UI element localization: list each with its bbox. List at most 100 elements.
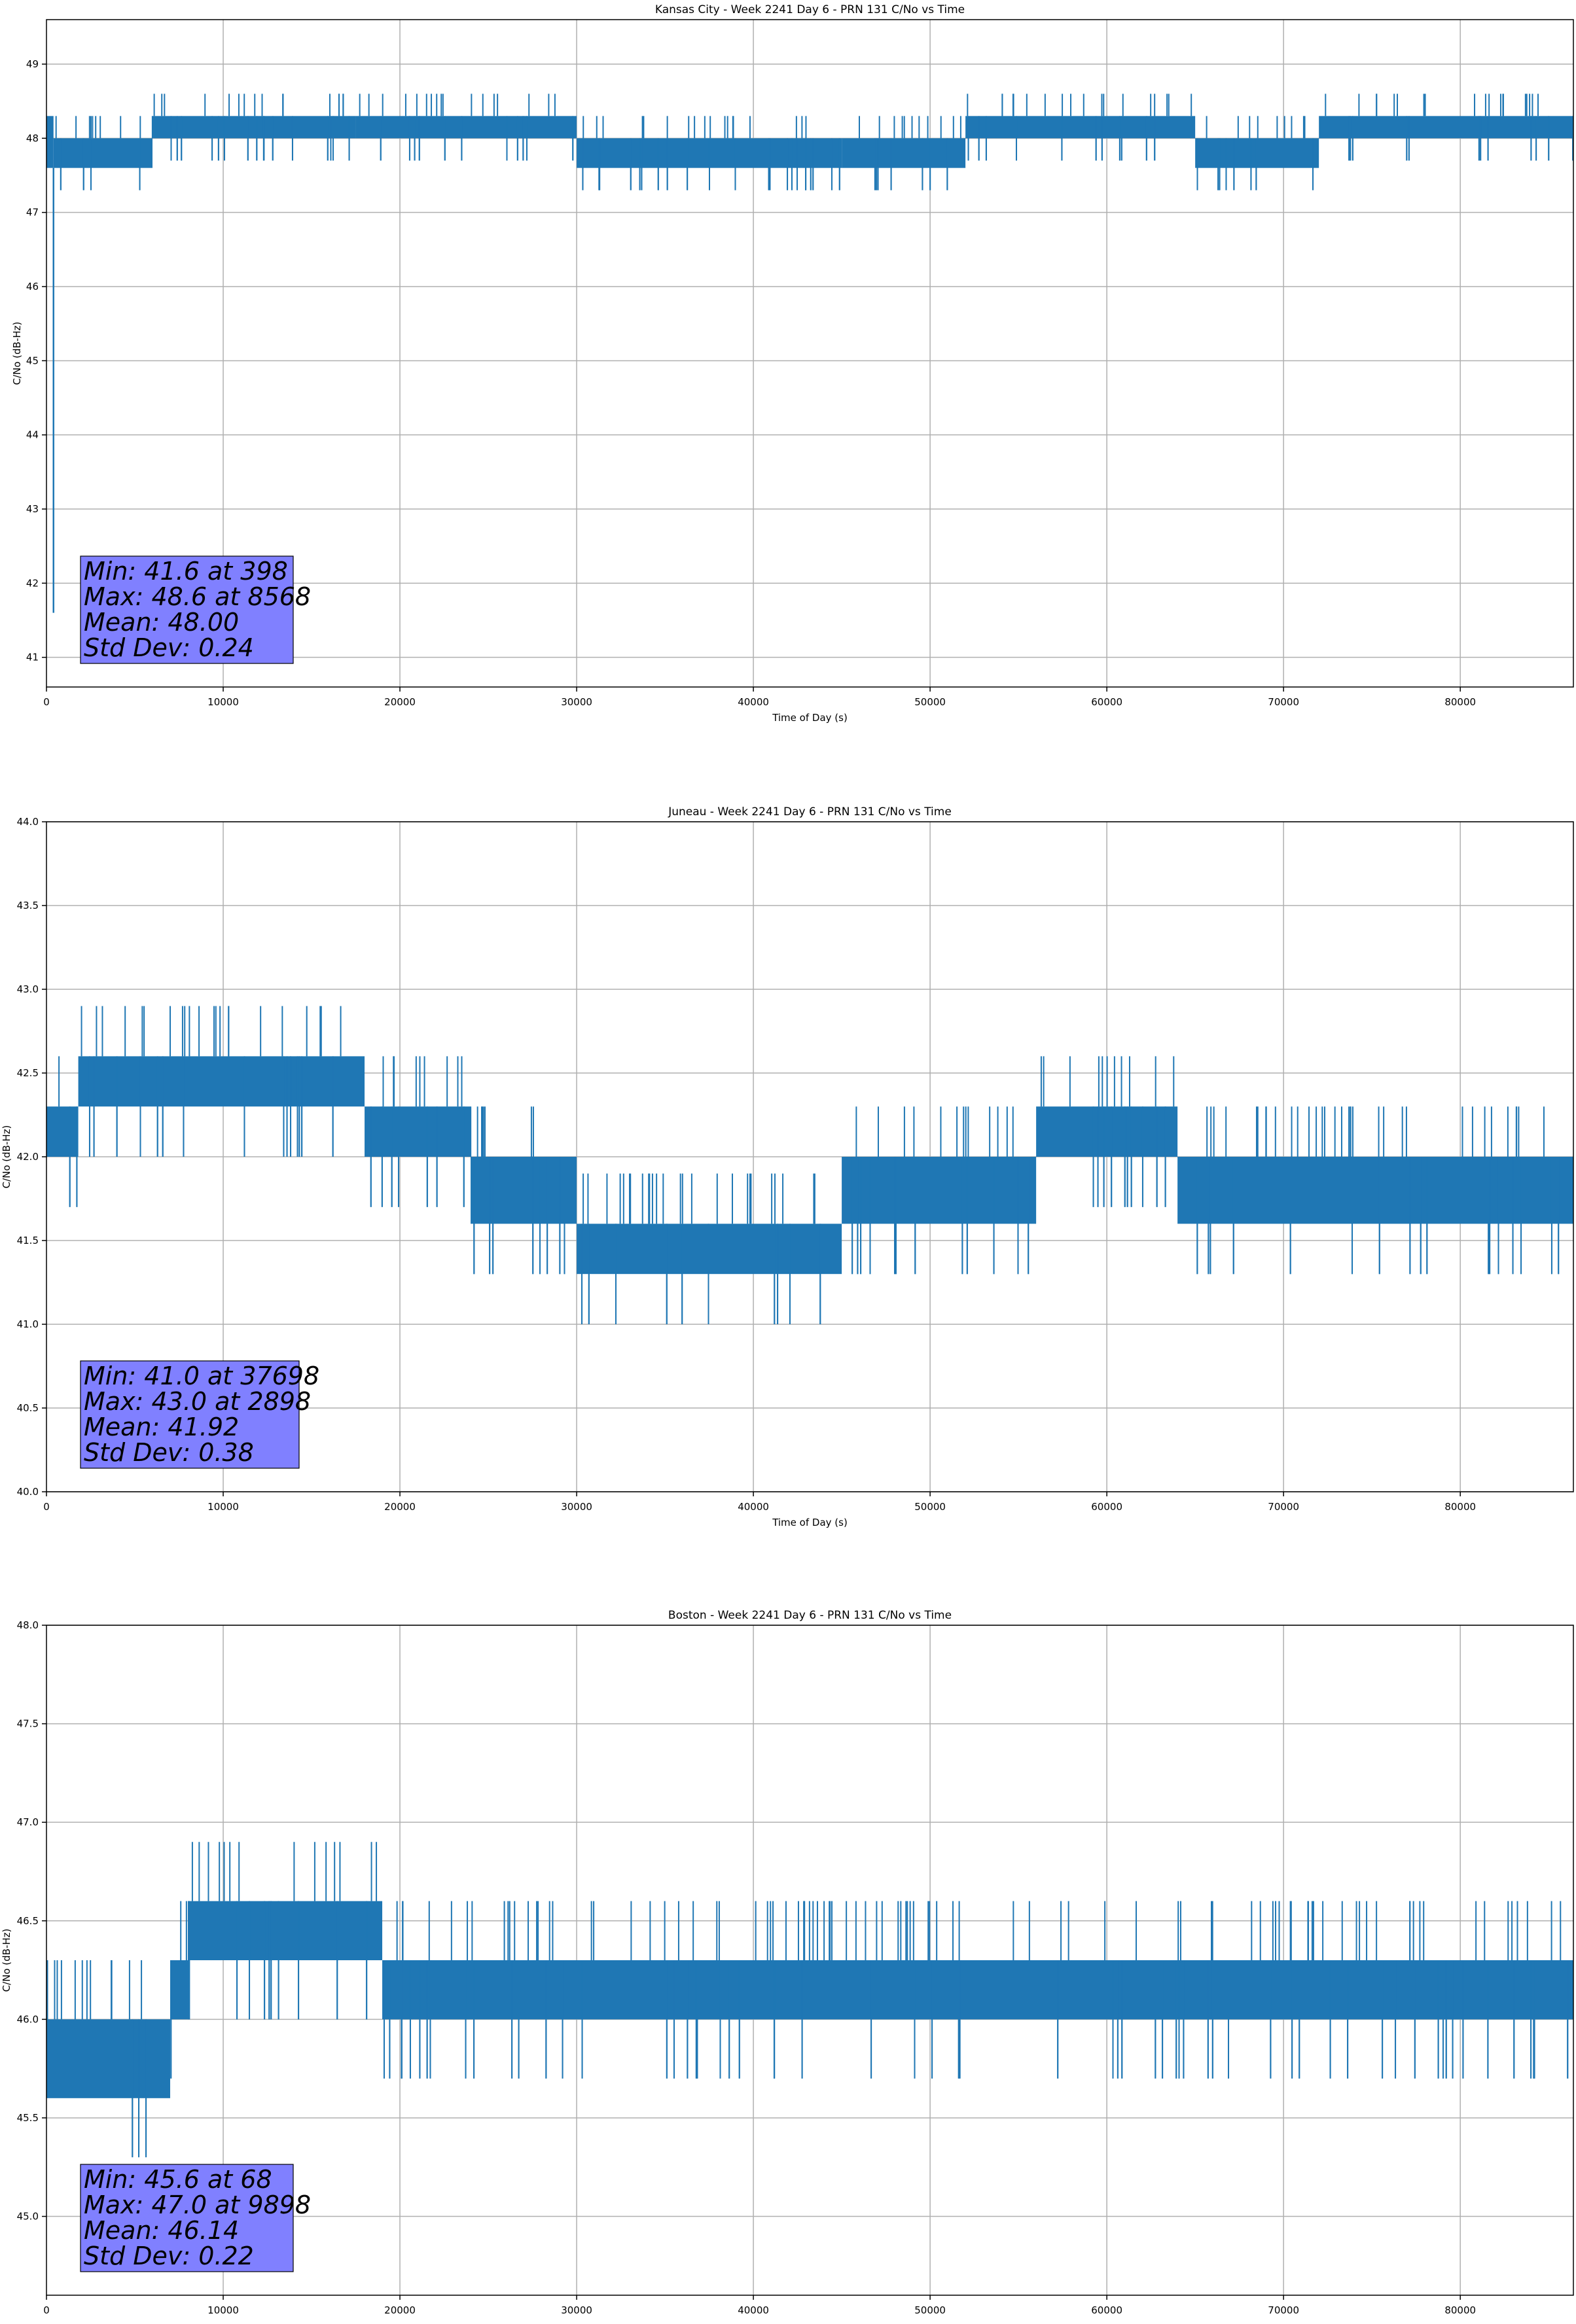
data-band: [53, 138, 153, 168]
stats-box: [80, 2164, 294, 2272]
data-band: [382, 1960, 1574, 2020]
x-tick-label: 40000: [738, 1501, 769, 1513]
data-band: [170, 1960, 188, 2020]
series-cno: [46, 94, 1574, 613]
data-band: [471, 1157, 577, 1224]
x-tick-label: 70000: [1268, 696, 1299, 708]
y-axis-label: C/No (dB-Hz): [11, 322, 23, 385]
series-cno: [46, 1842, 1574, 2158]
data-band: [365, 1106, 471, 1157]
chart-title: Juneau - Week 2241 Day 6 - PRN 131 C/No …: [668, 805, 952, 819]
x-tick-label: 20000: [384, 1501, 416, 1513]
data-band: [78, 1056, 365, 1107]
y-axis-label: C/No (dB-Hz): [1, 1929, 12, 1992]
x-tick-label: 80000: [1444, 2304, 1476, 2316]
x-tick-label: 30000: [561, 2304, 592, 2316]
y-tick-label: 47.0: [17, 1816, 39, 1828]
data-band: [1177, 1157, 1573, 1224]
stats-line: Max: 48.6 at 8568: [84, 582, 311, 611]
y-tick-label: 40.0: [17, 1486, 39, 1498]
data-band: [965, 116, 1196, 139]
x-tick-label: 10000: [207, 696, 239, 708]
y-tick-label: 47: [26, 207, 39, 219]
data-band: [1195, 138, 1319, 168]
y-tick-label: 46.0: [17, 2013, 39, 2025]
series-cno: [46, 1006, 1573, 1324]
y-tick-label: 44.0: [17, 816, 39, 828]
stats-line: Std Dev: 0.24: [84, 633, 254, 662]
x-tick-label: 70000: [1268, 2304, 1299, 2316]
x-axis-label: Time of Day (s): [772, 712, 848, 724]
x-tick-label: 50000: [914, 2304, 946, 2316]
y-tick-label: 41.5: [17, 1235, 39, 1246]
y-tick-label: 48: [26, 132, 39, 144]
data-band: [1036, 1106, 1178, 1157]
y-tick-label: 42: [26, 577, 39, 589]
x-tick-label: 20000: [384, 2304, 416, 2316]
y-tick-label: 40.5: [17, 1402, 39, 1414]
axes-frame: [46, 19, 1574, 688]
y-tick-label: 43.5: [17, 900, 39, 911]
y-axis-label: C/No (dB-Hz): [1, 1125, 12, 1189]
data-band: [842, 138, 966, 168]
stats-line: Min: 41.6 at 398: [84, 557, 288, 586]
subplot-3: 0 10000 20000 30000 40000 50000 60000 70000 8000…: [1, 1609, 1574, 2324]
data-band: [46, 1106, 79, 1157]
x-tick-label: 60000: [1091, 696, 1122, 708]
stats-box: [80, 555, 294, 664]
y-tick-label: 46.5: [17, 1915, 39, 1927]
data-band: [355, 116, 577, 139]
stats-box: [80, 1360, 300, 1469]
data-band: [152, 116, 356, 139]
stats-line: Std Dev: 0.38: [84, 1438, 254, 1467]
y-tick-label: 45.0: [17, 2211, 39, 2223]
y-tick-label: 42.5: [17, 1067, 39, 1079]
data-band: [1319, 116, 1573, 139]
stats-line: Mean: 46.14: [84, 2216, 239, 2245]
stats-line: Max: 47.0 at 9898: [84, 2191, 311, 2219]
subplot-2: 0 10000 20000 30000 40000 50000 60000 70000 8000…: [1, 805, 1574, 1528]
stats-line: Mean: 41.92: [84, 1413, 239, 1441]
stats-line: Mean: 48.00: [84, 608, 239, 637]
x-tick-label: 60000: [1091, 1501, 1122, 1513]
x-tick-label: 40000: [738, 2304, 769, 2316]
y-tick-label: 46: [26, 281, 39, 292]
x-tick-label: 0: [43, 696, 50, 708]
y-tick-label: 42.0: [17, 1151, 39, 1163]
x-tick-label: 80000: [1444, 1501, 1476, 1513]
chart-title: Boston - Week 2241 Day 6 - PRN 131 C/No …: [668, 1609, 952, 1622]
y-tick-label: 45: [26, 355, 39, 366]
stats-line: Max: 43.0 at 2898: [84, 1387, 311, 1416]
data-band: [46, 116, 54, 168]
data-band: [577, 1224, 842, 1275]
y-tick-label: 41.0: [17, 1318, 39, 1330]
chart-title: Kansas City - Week 2241 Day 6 - PRN 131 …: [655, 3, 965, 16]
y-tick-label: 48.0: [17, 1619, 39, 1631]
x-tick-label: 30000: [561, 696, 592, 708]
y-tick-label: 45.5: [17, 2112, 39, 2124]
x-tick-label: 10000: [207, 1501, 239, 1513]
stats-line: Std Dev: 0.22: [84, 2242, 254, 2270]
stats-line: Min: 41.0 at 37698: [84, 1362, 319, 1390]
x-tick-label: 70000: [1268, 1501, 1299, 1513]
data-band: [842, 1157, 1037, 1224]
x-tick-label: 0: [43, 2304, 50, 2316]
y-tick-label: 41: [26, 652, 39, 663]
x-tick-label: 20000: [384, 696, 416, 708]
data-band: [46, 2019, 171, 2098]
y-tick-label: 49: [26, 58, 39, 70]
x-tick-label: 50000: [914, 696, 946, 708]
subplot-1: 0 10000 20000 30000 40000 50000 60000 70000 8000…: [11, 3, 1574, 724]
x-tick-label: 40000: [738, 696, 769, 708]
stats-line: Min: 45.6 at 68: [84, 2165, 272, 2194]
axes-frame: [46, 1625, 1574, 2296]
x-tick-label: 0: [43, 1501, 50, 1513]
x-tick-label: 50000: [914, 1501, 946, 1513]
x-tick-label: 10000: [207, 2304, 239, 2316]
x-axis-label: Time of Day (s): [772, 1517, 848, 1528]
y-tick-label: 47.5: [17, 1718, 39, 1730]
data-band: [188, 1901, 383, 1960]
y-tick-label: 43.0: [17, 983, 39, 995]
